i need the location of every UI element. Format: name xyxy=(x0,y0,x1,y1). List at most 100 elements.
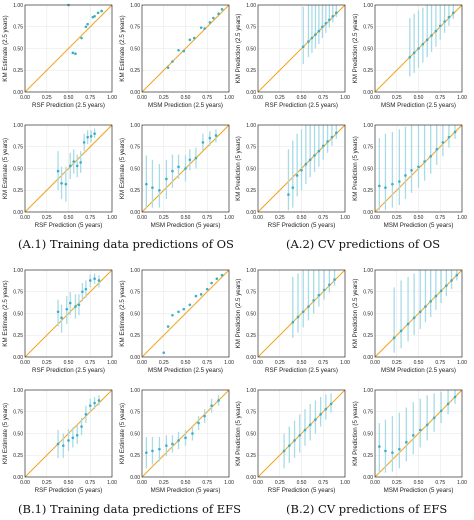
y-axis-label: KM Estimate (5 years) xyxy=(2,403,9,464)
panel-border xyxy=(141,124,230,213)
x-tick-label: 0.25 xyxy=(392,215,402,221)
data-point xyxy=(205,287,209,291)
data-point xyxy=(303,428,307,432)
data-point xyxy=(312,299,315,302)
data-point xyxy=(188,158,192,162)
data-point xyxy=(208,21,212,24)
data-point xyxy=(97,279,101,282)
data-point xyxy=(307,305,310,308)
data-point xyxy=(333,278,336,281)
data-point xyxy=(301,45,305,49)
data-point xyxy=(93,15,96,18)
y-tick-label: 1.00 xyxy=(13,3,23,9)
x-tick-label: 0.00 xyxy=(137,215,147,221)
x-tick-label: 0.00 xyxy=(370,480,380,486)
diagonal-line xyxy=(141,269,230,358)
data-point xyxy=(300,168,303,172)
data-point xyxy=(324,407,328,411)
data-point xyxy=(184,167,187,170)
data-point xyxy=(443,20,446,23)
x-tick-label: 0.25 xyxy=(392,95,402,101)
data-point xyxy=(295,174,299,177)
x-tick-label: 0.75 xyxy=(318,95,328,101)
x-axis-label: MSM Prediction (2.5 years) xyxy=(381,102,456,109)
y-tick-label: 0.75 xyxy=(363,410,373,416)
y-axis-label: KM Prediction (2.5 years) xyxy=(235,279,242,349)
diagonal-line xyxy=(24,269,113,358)
x-tick-label: 0.25 xyxy=(392,480,402,486)
x-tick-label: 1.00 xyxy=(457,95,467,101)
data-point xyxy=(308,158,312,162)
x-tick-label: 0.50 xyxy=(414,95,424,101)
data-point xyxy=(165,444,168,447)
data-point xyxy=(184,436,187,440)
y-tick-label: 0.75 xyxy=(246,145,256,151)
data-point xyxy=(432,416,436,420)
y-tick-label: 1.00 xyxy=(246,3,256,9)
data-point xyxy=(93,401,96,405)
data-point xyxy=(301,310,305,314)
x-axis-label: MSM Prediction (5 years) xyxy=(151,222,221,229)
data-point xyxy=(192,36,196,40)
x-tick-label: 1.00 xyxy=(107,215,117,221)
y-axis-label: KM Prediction (5 years) xyxy=(352,136,359,201)
caption-a2: (A.2) CV predictions of OS xyxy=(286,237,441,251)
data-point xyxy=(67,439,70,442)
y-axis-label: KM Prediction (2.5 years) xyxy=(352,279,359,349)
x-tick-label: 0.00 xyxy=(20,480,30,486)
y-tick-label: 0.00 xyxy=(130,90,140,96)
y-tick-label: 0.75 xyxy=(130,290,140,296)
x-tick-label: 0.00 xyxy=(253,480,263,486)
x-tick-label: 0.50 xyxy=(414,480,424,486)
x-tick-label: 0.25 xyxy=(42,215,52,221)
panel-border xyxy=(374,389,463,478)
data-point xyxy=(151,449,154,453)
x-tick-label: 1.00 xyxy=(224,215,234,221)
y-tick-label: 0.75 xyxy=(13,410,23,416)
data-point xyxy=(287,193,290,196)
y-axis-label: KM Prediction (2.5 years) xyxy=(235,14,242,84)
data-point xyxy=(296,315,300,319)
y-tick-label: 0.00 xyxy=(130,210,140,216)
panel-b2-rsf-25: 0.00 0.25 0.50 0.75 1.00 0.00 0.25 0.50 0.75 1.00… xyxy=(235,268,350,374)
data-point xyxy=(75,433,79,437)
data-point xyxy=(71,436,75,440)
data-point xyxy=(97,399,101,402)
x-tick-label: 0.75 xyxy=(435,215,445,221)
data-point xyxy=(86,135,89,139)
data-point xyxy=(217,12,220,15)
data-point xyxy=(307,40,310,43)
diagonal-line xyxy=(141,4,230,93)
data-point xyxy=(317,149,321,153)
caption-a1: (A.1) Training data predictions of OS xyxy=(18,237,234,251)
y-tick-label: 1.00 xyxy=(246,388,256,394)
data-point xyxy=(423,160,426,163)
x-tick-label: 1.00 xyxy=(224,95,234,101)
data-point xyxy=(321,25,324,29)
panel-a1-rsf-5: 0.00 0.25 0.50 0.75 1.00 0.00 0.25 0.50 0.75 1.00… xyxy=(2,123,117,229)
y-tick-label: 0.50 xyxy=(363,431,373,437)
x-axis-label: RSF Prediction (2.5 years) xyxy=(265,367,338,374)
x-tick-label: 0.25 xyxy=(275,215,285,221)
x-tick-label: 0.75 xyxy=(202,95,212,101)
data-point xyxy=(96,11,100,15)
panel-a1-msm-25: 0.00 0.25 0.50 0.75 1.00 0.00 0.25 0.50 0.75 1.00… xyxy=(119,3,234,109)
y-tick-label: 0.25 xyxy=(246,188,256,194)
data-point xyxy=(80,425,83,428)
y-tick-label: 0.25 xyxy=(246,68,256,74)
data-point xyxy=(429,155,432,158)
y-tick-label: 0.50 xyxy=(363,46,373,52)
x-tick-label: 0.50 xyxy=(181,95,191,101)
data-point xyxy=(199,293,203,296)
y-tick-label: 0.25 xyxy=(363,333,373,339)
data-point xyxy=(447,15,451,19)
y-tick-label: 0.50 xyxy=(363,166,373,172)
panel-b1-rsf-25: 0.00 0.25 0.50 0.75 1.00 0.00 0.25 0.50 0.75 1.00… xyxy=(2,268,117,374)
x-tick-label: 1.00 xyxy=(457,360,467,366)
x-tick-label: 0.00 xyxy=(253,360,263,366)
x-tick-label: 1.00 xyxy=(224,360,234,366)
x-tick-label: 1.00 xyxy=(107,360,117,366)
x-tick-label: 0.75 xyxy=(435,480,445,486)
data-point xyxy=(321,144,325,148)
data-point xyxy=(317,29,321,33)
